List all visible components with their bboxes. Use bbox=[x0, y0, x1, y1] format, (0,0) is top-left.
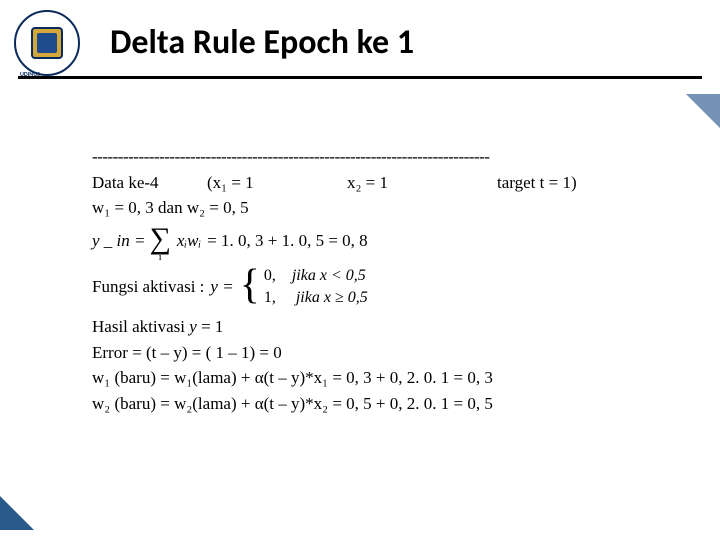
title-underline bbox=[18, 76, 702, 79]
activation-cases: 0, jika x < 0,5 1, jika x ≥ 0,5 bbox=[264, 265, 368, 308]
w2-update: w₂ (baru) = w₂(lama) + α(t – y)*x₂ = 0, … bbox=[92, 391, 577, 417]
y-in-equation: y _ in = ∑ i xᵢwᵢ = 1. 0, 3 + 1. 0, 5 = … bbox=[92, 227, 577, 256]
yin-rhs: = 1. 0, 3 + 1. 0, 5 = 0, 8 bbox=[207, 228, 368, 254]
activation-y-eq: y = bbox=[210, 274, 233, 300]
sigma-icon: ∑ i bbox=[150, 227, 171, 256]
x2-value: x₂ = 1 bbox=[347, 170, 497, 196]
university-logo: UDINUS bbox=[14, 10, 80, 76]
case2-val: 1, bbox=[264, 289, 276, 306]
target-value: target t = 1) bbox=[497, 170, 577, 196]
sigma-term: xᵢwᵢ bbox=[177, 228, 201, 254]
activation-function: Fungsi aktivasi : y = { 0, jika x < 0,5 … bbox=[92, 265, 577, 308]
logo-inner bbox=[37, 33, 57, 53]
case1-cond: jika x < 0,5 bbox=[292, 267, 366, 284]
error-line: Error = (t – y) = ( 1 – 1) = 0 bbox=[92, 340, 577, 366]
slide-title: Delta Rule Epoch ke 1 bbox=[110, 22, 414, 63]
activation-result: Hasil aktivasi y = 1 bbox=[92, 314, 577, 340]
logo-middle bbox=[31, 27, 63, 59]
activation-label: Fungsi aktivasi : bbox=[92, 274, 204, 300]
content-body: ----------------------------------------… bbox=[92, 144, 577, 416]
sigma-subscript: i bbox=[159, 249, 162, 266]
decor-triangle-bottom-left bbox=[0, 496, 34, 530]
yin-lhs: y _ in = bbox=[92, 228, 146, 254]
w1-update: w₁ (baru) = w₁(lama) + α(t – y)*x₁ = 0, … bbox=[92, 365, 577, 391]
prev-weights: w₁ = 0, 3 dan w₂ = 0, 5 bbox=[92, 195, 577, 221]
case2-cond: jika x ≥ 0,5 bbox=[296, 289, 368, 306]
x1-value: (x₁ = 1 bbox=[207, 170, 347, 196]
decor-triangle-top-right bbox=[686, 94, 720, 128]
data-label: Data ke-4 bbox=[92, 170, 207, 196]
divider-line: ----------------------------------------… bbox=[92, 144, 577, 170]
case1-val: 0, bbox=[264, 267, 276, 284]
data-row: Data ke-4 (x₁ = 1 x₂ = 1 target t = 1) bbox=[92, 170, 577, 196]
